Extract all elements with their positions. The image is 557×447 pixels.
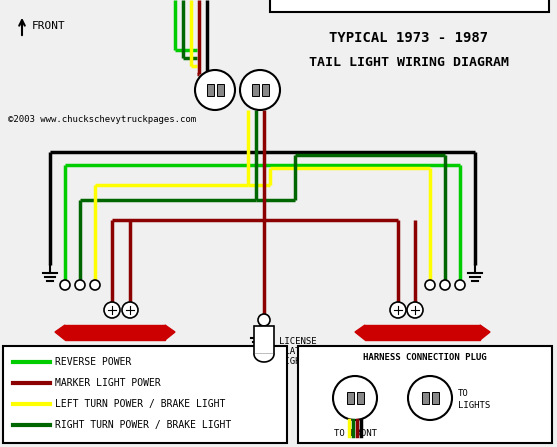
Bar [207, 84, 214, 96]
Circle shape [104, 302, 120, 318]
Text: RIGHT TURN POWER / BRAKE LIGHT: RIGHT TURN POWER / BRAKE LIGHT [55, 420, 231, 430]
Bar [254, 326, 274, 354]
Text: MARKER LIGHT POWER: MARKER LIGHT POWER [55, 378, 161, 388]
Text: PLATE: PLATE [279, 347, 306, 357]
Circle shape [122, 302, 138, 318]
Circle shape [390, 302, 406, 318]
FancyBboxPatch shape [3, 346, 287, 443]
Text: LIGHTS: LIGHTS [458, 401, 490, 410]
Circle shape [440, 280, 450, 290]
Text: TYPICAL 1973 - 1987: TYPICAL 1973 - 1987 [329, 31, 488, 45]
Circle shape [258, 314, 270, 326]
Bar [365, 325, 480, 340]
Text: TAIL LIGHT WIRING DIAGRAM: TAIL LIGHT WIRING DIAGRAM [309, 55, 509, 68]
Text: LIGHT: LIGHT [279, 358, 306, 367]
Circle shape [407, 302, 423, 318]
Bar [432, 392, 439, 404]
Circle shape [425, 280, 435, 290]
Circle shape [455, 280, 465, 290]
Text: REVERSE POWER: REVERSE POWER [55, 357, 131, 367]
Polygon shape [254, 354, 274, 362]
Bar [347, 392, 354, 404]
Circle shape [75, 280, 85, 290]
Text: L: L [109, 350, 121, 370]
Bar [422, 392, 429, 404]
FancyBboxPatch shape [270, 0, 549, 12]
Polygon shape [480, 325, 490, 340]
Bar [217, 84, 224, 96]
Text: LICENSE: LICENSE [279, 337, 316, 346]
Circle shape [408, 376, 452, 420]
Text: ©2003 www.chuckschevytruckpages.com: ©2003 www.chuckschevytruckpages.com [8, 115, 196, 125]
Text: TO FRONT: TO FRONT [334, 429, 377, 438]
Circle shape [90, 280, 100, 290]
Text: HARNESS CONNECTION PLUG: HARNESS CONNECTION PLUG [363, 354, 487, 363]
Polygon shape [355, 325, 365, 340]
Polygon shape [55, 325, 65, 340]
Polygon shape [165, 325, 175, 340]
Text: LEFT TURN POWER / BRAKE LIGHT: LEFT TURN POWER / BRAKE LIGHT [55, 399, 226, 409]
Bar [252, 84, 259, 96]
Circle shape [195, 70, 235, 110]
Bar [262, 84, 269, 96]
Circle shape [333, 376, 377, 420]
FancyBboxPatch shape [298, 346, 552, 443]
Circle shape [60, 280, 70, 290]
Text: TO: TO [458, 389, 469, 398]
Text: FRONT: FRONT [32, 21, 66, 31]
Circle shape [240, 70, 280, 110]
Bar [65, 325, 165, 340]
Bar [357, 392, 364, 404]
Text: R: R [416, 350, 428, 370]
